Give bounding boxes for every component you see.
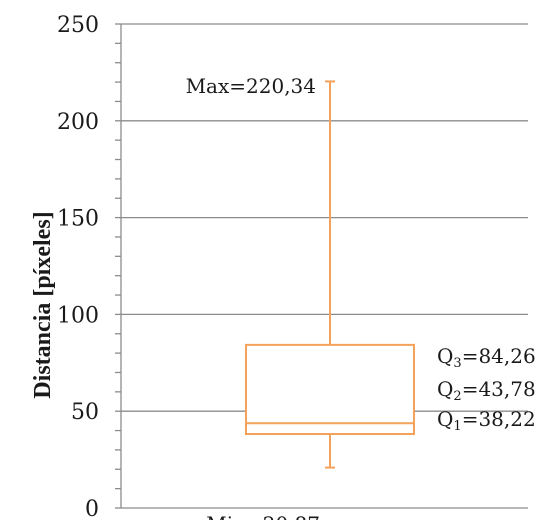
y-tick-label-150: 150	[57, 207, 99, 232]
q1-label: Q1=38,22	[437, 407, 536, 434]
y-axis	[115, 23, 122, 509]
y-axis-title: Distancia [píxeles]	[30, 211, 56, 398]
min-label: Min=20,87	[206, 512, 320, 520]
q1-subscript: 1	[453, 419, 461, 434]
q3-label: Q3=84,26	[437, 344, 536, 371]
max-label: Max=220,34	[186, 74, 316, 98]
y-tick-label-200: 200	[57, 110, 99, 135]
q2-value: =43,78	[462, 377, 536, 401]
q1-value: =38,22	[462, 407, 536, 431]
y-tick-label-250: 250	[57, 13, 99, 38]
y-tick-label-50: 50	[71, 400, 99, 425]
q2-prefix: Q	[437, 377, 453, 401]
y-tick-label-100: 100	[57, 303, 99, 328]
box-iqr	[245, 343, 415, 436]
box-plot	[245, 80, 415, 469]
q2-subscript: 2	[453, 389, 461, 404]
q2-label: Q2=43,78	[437, 377, 536, 404]
y-tick-labels: 0 50 100 150 200 250	[57, 13, 99, 520]
q3-prefix: Q	[437, 344, 453, 368]
q1-prefix: Q	[437, 407, 453, 431]
q3-subscript: 3	[453, 356, 461, 371]
gridlines	[121, 23, 528, 509]
y-tick-label-0: 0	[85, 497, 99, 520]
q3-value: =84,26	[462, 344, 536, 368]
